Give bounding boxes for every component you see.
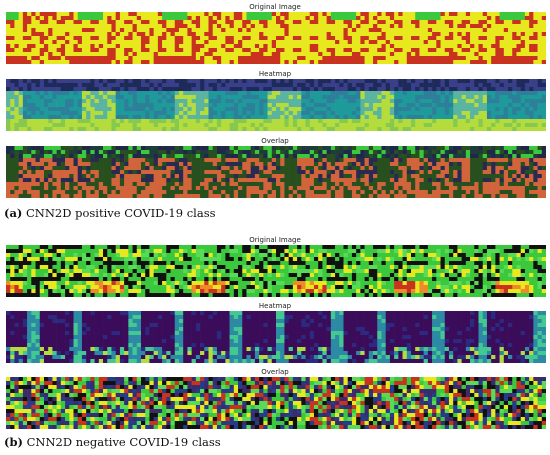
panel-b-caption-text: CNN2D negative COVID-19 class xyxy=(26,435,221,449)
panel-b-overlap-title: Overlap xyxy=(261,368,289,376)
panel-a-caption: (a) CNN2D positive COVID-19 class xyxy=(4,206,216,220)
panel-a-caption-text: CNN2D positive COVID-19 class xyxy=(26,206,216,220)
panel-b-heatmap-title: Heatmap xyxy=(258,302,292,310)
panel-a-original-title: Original Image xyxy=(249,3,301,11)
panel-a-overlap xyxy=(6,146,546,198)
panel-b-original-title: Original Image xyxy=(249,236,301,244)
panel-b-original-image xyxy=(6,245,546,297)
panel-b-overlap xyxy=(6,377,546,429)
panel-a-heatmap xyxy=(6,79,546,131)
panel-a-overlap-title: Overlap xyxy=(261,137,289,145)
panel-a-original-image xyxy=(6,12,546,64)
panel-a-label: (a) xyxy=(4,206,23,220)
panel-b-heatmap xyxy=(6,311,546,363)
panel-b-label: (b) xyxy=(4,435,23,449)
panel-b-caption: (b) CNN2D negative COVID-19 class xyxy=(4,435,221,449)
panel-a-heatmap-title: Heatmap xyxy=(258,70,292,78)
